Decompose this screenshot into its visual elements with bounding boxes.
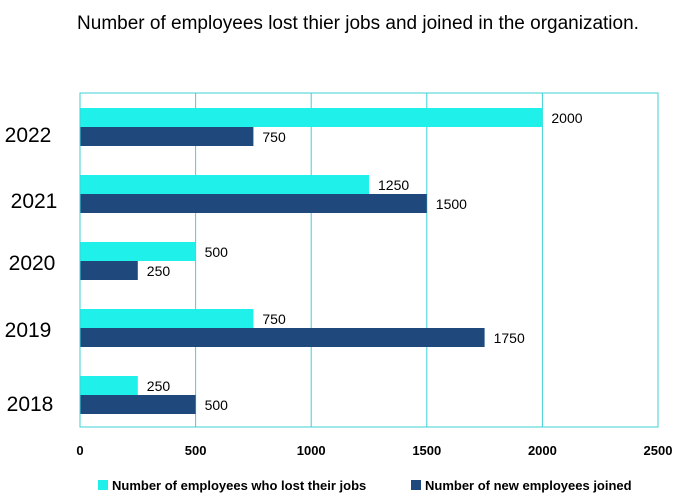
data-label: 250 bbox=[147, 378, 171, 394]
x-tick-label: 1500 bbox=[412, 443, 441, 458]
x-tick-label: 500 bbox=[185, 443, 207, 458]
bar bbox=[80, 376, 138, 395]
x-tick-label: 2500 bbox=[644, 443, 673, 458]
legend-label: Number of new employees joined bbox=[425, 478, 632, 493]
data-label: 500 bbox=[205, 397, 229, 413]
x-tick-label: 2000 bbox=[528, 443, 557, 458]
bar bbox=[80, 242, 196, 261]
data-label: 1500 bbox=[436, 196, 467, 212]
data-label: 250 bbox=[147, 263, 171, 279]
bar bbox=[80, 309, 254, 328]
legend-swatch bbox=[98, 480, 108, 490]
bar bbox=[80, 261, 138, 280]
y-tick-label: 2022 bbox=[5, 124, 52, 147]
data-label: 500 bbox=[205, 244, 229, 260]
plot-area: 2000 750 2022 1250 1500 2021 500 250 2020 750 1750… bbox=[5, 92, 673, 458]
legend-swatch bbox=[411, 480, 421, 490]
y-tick-label: 2018 bbox=[7, 393, 54, 416]
bar bbox=[80, 194, 427, 213]
bar bbox=[80, 328, 485, 347]
y-tick-label: 2020 bbox=[9, 252, 56, 275]
data-label: 1750 bbox=[494, 330, 525, 346]
bar bbox=[80, 108, 543, 127]
legend-label: Number of employees who lost their jobs bbox=[112, 478, 366, 493]
x-tick-label: 0 bbox=[76, 443, 83, 458]
y-tick-label: 2021 bbox=[11, 190, 58, 213]
y-tick-label: 2019 bbox=[5, 319, 52, 342]
legend: Number of employees who lost their jobs N… bbox=[98, 478, 632, 493]
data-label: 750 bbox=[262, 311, 286, 327]
chart-title: Number of employees lost thier jobs and … bbox=[77, 13, 639, 34]
data-label: 2000 bbox=[551, 110, 582, 126]
data-label: 750 bbox=[262, 129, 286, 145]
bar bbox=[80, 395, 196, 414]
x-tick-label: 1000 bbox=[297, 443, 326, 458]
bar bbox=[80, 175, 369, 194]
data-label: 1250 bbox=[378, 177, 409, 193]
bar bbox=[80, 127, 254, 146]
